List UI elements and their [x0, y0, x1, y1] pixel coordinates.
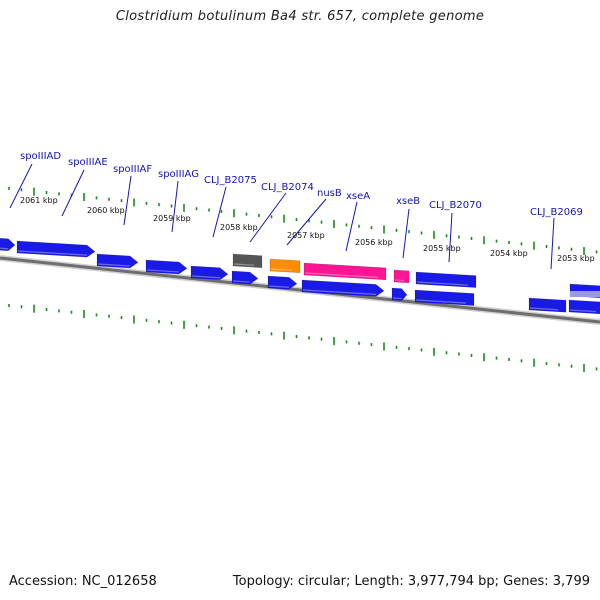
feature-sheen: [232, 280, 251, 283]
feature-sheen: [191, 275, 221, 279]
gene-labels: spoIIIAD spoIIIAE spoIIIAF spoIIIAG CLJ_B207…: [20, 151, 583, 218]
kbp-label: 2059 kbp: [153, 214, 191, 223]
kbp-label: 2054 kbp: [490, 249, 528, 258]
gene-arrow: [145, 259, 188, 275]
topology-summary: Topology: circular; Length: 3,977,794 bp…: [232, 574, 590, 589]
label-leader-lines: [9, 163, 555, 270]
feature-sheen: [146, 269, 180, 273]
feature-sheen: [268, 285, 290, 288]
gene-label-nusb: nusB: [317, 188, 342, 199]
gene-box: [414, 289, 475, 306]
kbp-label: 2061 kbp: [20, 196, 58, 205]
feature-sheen: [0, 247, 9, 250]
accession-text: Accession: NC_012658: [9, 574, 157, 589]
gene-box-overlay: [570, 291, 600, 297]
gene-arrow: [391, 287, 408, 301]
gene-box: [528, 297, 567, 313]
kbp-label: 2053 kbp: [557, 254, 595, 263]
gene-label-spoiiiaf: spoIIIAF: [113, 164, 152, 175]
feature-sheen: [392, 297, 402, 300]
leader-line: [61, 169, 85, 217]
genome-title: Clostridium botulinum Ba4 str. 657, comp…: [115, 9, 485, 24]
gene-arrow: [0, 237, 16, 251]
gene-label-clj-b2069: CLJ_B2069: [530, 207, 583, 218]
gene-label-clj-b2075: CLJ_B2075: [204, 175, 257, 186]
leader-line: [448, 212, 453, 263]
feature-sheen: [394, 279, 404, 282]
inner-tick-track: [8, 303, 598, 373]
outer-tick-track: [8, 186, 598, 256]
gene-label-spoiiiad: spoIIIAD: [20, 151, 61, 162]
gene-box: [568, 299, 600, 315]
gene-label-clj-b2070: CLJ_B2070: [429, 200, 482, 211]
gene-arrow: [231, 270, 259, 285]
leader-line: [212, 186, 227, 238]
kbp-label: 2056 kbp: [355, 238, 393, 247]
kbp-labels: 2061 kbp 2060 kbp 2059 kbp 2058 kbp 2057 kbp…: [20, 196, 595, 263]
feature-sheen: [233, 263, 255, 266]
gene-arrow: [301, 279, 385, 297]
gene-label-xsea: xseA: [346, 191, 370, 202]
kbp-label: 2058 kbp: [220, 223, 258, 232]
leader-line: [345, 201, 358, 252]
genome-backbone: [0, 255, 600, 325]
gene-box-xsea: [303, 262, 387, 281]
gene-box-clj-b2074: [269, 258, 301, 274]
feature-sheen: [304, 272, 379, 278]
kbp-label: 2057 kbp: [287, 231, 325, 240]
gene-label-clj-b2074: CLJ_B2074: [261, 182, 314, 193]
feature-sheen: [569, 309, 597, 313]
kbp-label: 2060 kbp: [87, 206, 125, 215]
leader-line: [171, 180, 179, 233]
gene-label-xseb: xseB: [396, 196, 420, 207]
gene-box-clj-b2075: [232, 253, 263, 268]
leader-line: [286, 198, 327, 246]
gene-label-spoiiiae: spoIIIAE: [68, 157, 108, 168]
kbp-label: 2055 kbp: [423, 244, 461, 253]
feature-sheen: [415, 299, 467, 304]
feature-sheen: [302, 289, 377, 295]
gene-label-spoiiiag: spoIIIAG: [158, 169, 199, 180]
leader-line: [9, 163, 33, 209]
leader-line: [402, 208, 410, 259]
gene-features: [0, 237, 600, 315]
gene-arrow: [267, 275, 298, 290]
gene-box-xseb: [393, 269, 410, 284]
gene-arrow: [16, 240, 96, 258]
leader-line: [249, 192, 287, 243]
feature-sheen: [97, 263, 131, 267]
feature-sheen: [529, 307, 559, 311]
leader-line: [550, 217, 555, 270]
leader-line: [123, 175, 132, 226]
feature-sheen: [416, 281, 469, 286]
gene-box-clj-b2070: [415, 271, 477, 288]
feature-sheen: [270, 268, 293, 271]
gene-arrow: [190, 265, 229, 280]
gene-arrow: [96, 253, 139, 269]
feature-sheen: [17, 250, 88, 256]
